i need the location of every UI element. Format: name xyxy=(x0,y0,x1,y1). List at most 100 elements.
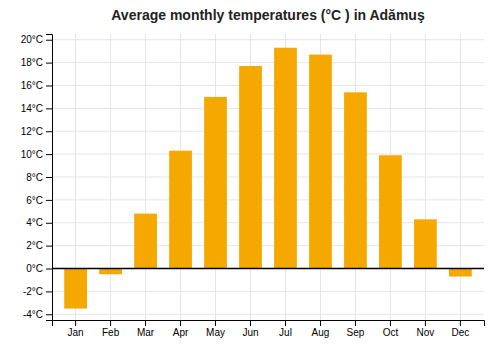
y-grid-line xyxy=(52,199,484,200)
y-tick-label: 2°C xyxy=(26,240,43,251)
y-grid-line xyxy=(52,291,484,292)
y-tick-mark xyxy=(46,223,52,224)
x-tick-mark xyxy=(180,320,181,326)
chart-svg: -4°C -2°C 0°C 2°C 4°C 6°C 8°C 10°C 12°C 14°C 16°C 1… xyxy=(0,0,500,350)
plot-area: -4°C -2°C 0°C 2°C 4°C 6°C 8°C 10°C 12°C 14°C 16°C 1… xyxy=(21,34,485,338)
bar xyxy=(379,155,402,268)
y-tick-label: -4°C xyxy=(23,309,43,320)
y-grid-line xyxy=(52,39,484,40)
title: Average monthly temperatures (°C ) in Ad… xyxy=(111,7,425,23)
x-tick: Oct xyxy=(383,320,399,338)
y-axis-line xyxy=(46,35,53,321)
x-tick: Jul xyxy=(279,320,292,338)
bar xyxy=(414,219,437,268)
y-tick: 18°C xyxy=(21,57,52,68)
x-tick-label: Apr xyxy=(173,327,189,338)
x-tick-mark xyxy=(285,320,286,326)
bar xyxy=(344,92,367,268)
bars xyxy=(52,48,484,309)
y-tick-label: 8°C xyxy=(26,172,43,183)
y-grid-line xyxy=(52,314,484,315)
x-tick-mark xyxy=(75,320,76,326)
x-tick-label: Feb xyxy=(102,327,120,338)
x-tick-mark xyxy=(320,320,321,326)
y-tick-label: 4°C xyxy=(26,217,43,228)
x-tick-label: Mar xyxy=(137,327,155,338)
y-tick-mark xyxy=(46,314,52,315)
x-grid-line xyxy=(460,34,461,320)
y-tick-label: 20°C xyxy=(21,34,43,45)
bar xyxy=(134,214,157,269)
y-grid-line xyxy=(52,131,484,132)
bar xyxy=(99,269,122,275)
y-tick-label: 12°C xyxy=(21,126,43,137)
y-tick-label: 10°C xyxy=(21,149,43,160)
x-axis: Jan Feb Mar Apr May Jun Jul Aug Sep Oct Nov Dec xyxy=(53,320,485,338)
y-tick: 16°C xyxy=(21,80,52,91)
x-tick-label: Jun xyxy=(242,327,258,338)
x-tick-mark xyxy=(110,320,111,326)
y-tick: 12°C xyxy=(21,126,52,137)
x-tick-mark xyxy=(250,320,251,326)
x-tick: Dec xyxy=(451,320,469,338)
y-tick: 0°C xyxy=(26,263,52,274)
bar xyxy=(239,66,262,268)
x-tick-label: Oct xyxy=(383,327,399,338)
bar xyxy=(274,48,297,269)
y-axis: -4°C -2°C 0°C 2°C 4°C 6°C 8°C 10°C 12°C 14°C 16°C 1… xyxy=(21,34,53,320)
y-grid-line xyxy=(52,108,484,109)
y-tick: 10°C xyxy=(21,149,52,160)
y-tick: 4°C xyxy=(26,217,52,228)
y-tick: 8°C xyxy=(26,172,52,183)
x-axis-line xyxy=(53,321,485,327)
y-tick-mark xyxy=(46,154,52,155)
y-tick-mark xyxy=(46,40,52,41)
x-tick: May xyxy=(206,320,225,338)
y-tick: 20°C xyxy=(21,34,52,45)
y-tick-label: 14°C xyxy=(21,103,43,114)
y-tick-mark xyxy=(46,177,52,178)
x-grid-line xyxy=(145,34,146,320)
bar xyxy=(204,97,227,269)
chart-container: -4°C -2°C 0°C 2°C 4°C 6°C 8°C 10°C 12°C 14°C 16°C 1… xyxy=(0,0,500,350)
x-tick: Aug xyxy=(312,320,330,338)
y-tick: 6°C xyxy=(26,195,52,206)
y-tick-label: 16°C xyxy=(21,80,43,91)
y-tick: 2°C xyxy=(26,240,52,251)
x-tick-mark xyxy=(425,320,426,326)
y-grid-line xyxy=(52,268,484,269)
x-tick: Mar xyxy=(137,320,155,338)
y-tick-mark xyxy=(46,246,52,247)
zero-line xyxy=(52,268,484,270)
y-tick-label: -2°C xyxy=(23,286,43,297)
y-tick-mark xyxy=(46,63,52,64)
y-tick-label: 18°C xyxy=(21,57,43,68)
x-tick: Feb xyxy=(102,320,120,338)
y-tick: -2°C xyxy=(23,286,52,297)
bar xyxy=(64,269,87,309)
y-tick-mark xyxy=(46,269,52,270)
y-grid-line xyxy=(52,62,484,63)
x-tick-mark xyxy=(390,320,391,326)
x-grid-line xyxy=(425,34,426,320)
y-tick-mark xyxy=(46,200,52,201)
x-tick: Nov xyxy=(417,320,435,338)
y-tick-label: 6°C xyxy=(26,195,43,206)
x-tick: Sep xyxy=(347,320,365,338)
y-tick-mark xyxy=(46,108,52,109)
y-tick-mark xyxy=(46,131,52,132)
y-grid-line xyxy=(52,177,484,178)
x-tick: Jan xyxy=(68,320,84,338)
x-tick-label: Sep xyxy=(347,327,365,338)
x-grid-line xyxy=(110,34,111,320)
bar xyxy=(449,269,472,277)
y-tick: 14°C xyxy=(21,103,52,114)
bar xyxy=(169,151,192,269)
x-tick-mark xyxy=(460,320,461,326)
x-tick-label: Jul xyxy=(279,327,292,338)
y-grid-line xyxy=(52,154,484,155)
x-tick-mark xyxy=(145,320,146,326)
x-tick-label: May xyxy=(206,327,225,338)
x-tick-label: Jan xyxy=(68,327,84,338)
x-tick-label: Nov xyxy=(417,327,435,338)
